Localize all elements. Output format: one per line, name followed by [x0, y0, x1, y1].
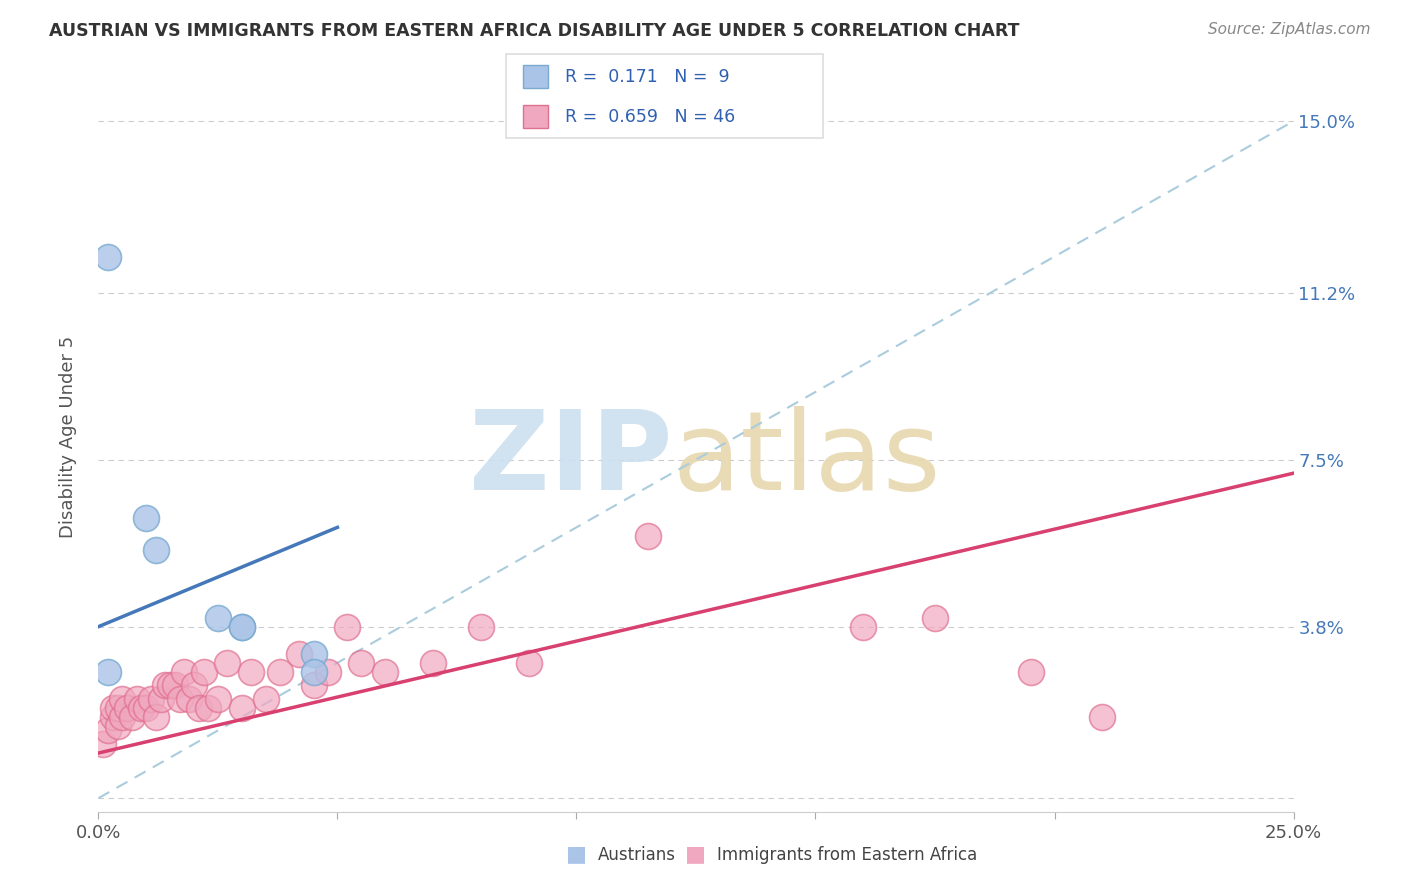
- Point: [101, 710, 124, 724]
- Point: [91, 737, 114, 751]
- Point: [269, 665, 291, 679]
- Point: [183, 678, 205, 692]
- Point: [240, 665, 263, 679]
- Point: [107, 701, 129, 715]
- Point: [350, 656, 373, 670]
- Point: [1091, 710, 1114, 724]
- Text: ■: ■: [567, 845, 586, 864]
- Point: [254, 691, 277, 706]
- Point: [231, 620, 253, 634]
- Point: [231, 701, 253, 715]
- Point: [135, 511, 157, 525]
- Point: [97, 665, 120, 679]
- Point: [302, 678, 325, 692]
- Text: R =  0.659   N = 46: R = 0.659 N = 46: [565, 108, 735, 126]
- Text: Austrians: Austrians: [598, 846, 675, 863]
- Text: ZIP: ZIP: [468, 406, 672, 513]
- Point: [217, 656, 239, 670]
- Point: [155, 678, 177, 692]
- Point: [470, 620, 492, 634]
- Point: [207, 610, 229, 624]
- Point: [111, 691, 134, 706]
- Point: [149, 691, 172, 706]
- Point: [121, 710, 143, 724]
- Text: atlas: atlas: [672, 406, 941, 513]
- Point: [1019, 665, 1042, 679]
- Text: Source: ZipAtlas.com: Source: ZipAtlas.com: [1208, 22, 1371, 37]
- Point: [145, 710, 167, 724]
- Text: Immigrants from Eastern Africa: Immigrants from Eastern Africa: [717, 846, 977, 863]
- Point: [145, 543, 167, 558]
- Point: [173, 665, 195, 679]
- Point: [288, 647, 311, 661]
- Point: [302, 665, 325, 679]
- Point: [179, 691, 201, 706]
- Point: [135, 701, 157, 715]
- Point: [139, 691, 162, 706]
- Point: [231, 620, 253, 634]
- Text: R =  0.171   N =  9: R = 0.171 N = 9: [565, 69, 730, 87]
- Y-axis label: Disability Age Under 5: Disability Age Under 5: [59, 336, 77, 538]
- Point: [97, 723, 120, 738]
- Point: [207, 691, 229, 706]
- Point: [197, 701, 219, 715]
- Point: [159, 678, 181, 692]
- Text: AUSTRIAN VS IMMIGRANTS FROM EASTERN AFRICA DISABILITY AGE UNDER 5 CORRELATION CH: AUSTRIAN VS IMMIGRANTS FROM EASTERN AFRI…: [49, 22, 1019, 40]
- Point: [193, 665, 215, 679]
- Point: [125, 691, 148, 706]
- Point: [169, 691, 191, 706]
- Point: [107, 719, 129, 733]
- Point: [187, 701, 209, 715]
- Point: [422, 656, 444, 670]
- Point: [336, 620, 359, 634]
- Point: [374, 665, 396, 679]
- Point: [97, 250, 120, 264]
- Point: [302, 647, 325, 661]
- Point: [517, 656, 540, 670]
- Point: [111, 710, 134, 724]
- Point: [131, 701, 153, 715]
- Point: [637, 529, 659, 543]
- Point: [163, 678, 186, 692]
- Point: [852, 620, 875, 634]
- Point: [316, 665, 339, 679]
- Text: ■: ■: [686, 845, 706, 864]
- Point: [115, 701, 138, 715]
- Point: [101, 701, 124, 715]
- Point: [924, 610, 946, 624]
